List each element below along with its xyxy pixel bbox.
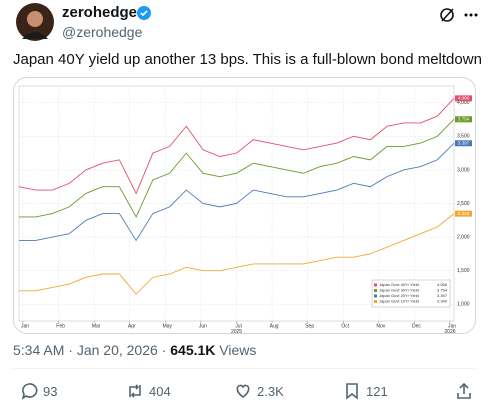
y-tick-label: 2,500 [457,201,470,207]
reply-icon [21,383,38,400]
x-tick-label: Oct [341,323,349,329]
author-name[interactable]: zerohedge [62,4,138,21]
x-tick-label: Sep [305,323,314,329]
legend-swatch [374,300,377,303]
series-line [18,98,455,195]
x-year-label: 2026 [444,329,455,333]
x-tick-label: Dec [412,323,421,329]
avatar[interactable] [16,3,54,41]
author-handle[interactable]: @zerohedge [62,24,143,40]
value-tag [455,116,472,123]
y-tick-label: 4,000 [457,100,470,106]
x-tick-label: Apr [128,323,136,329]
share-button[interactable] [455,382,473,400]
legend-swatch [374,283,377,287]
series-line [19,213,455,295]
x-tick-label: Jan [448,323,456,329]
legend-swatch [374,289,377,292]
tweet-meta: 5:34 AM · Jan 20, 2026 · 645.1K Views [13,342,256,358]
value-tag [455,210,472,217]
series-line [19,118,455,218]
separator: · [68,342,73,358]
reply-button[interactable]: 93 [20,382,57,400]
legend-box [371,279,451,308]
repost-icon [129,384,141,398]
legend-label: Japan Govt 10Yr Yield [379,299,419,304]
repost-button[interactable]: 404 [126,382,171,400]
x-tick-label: Jun [199,323,207,329]
repost-count: 404 [149,383,171,399]
x-tick-label: Nov [376,323,385,329]
separator: · [161,342,167,358]
reply-count: 93 [43,383,58,399]
value-label: 2.349 [458,211,470,216]
views-count: 645.1K [170,342,216,358]
y-tick-label: 3,500 [457,134,470,140]
legend-label: Japan Govt 40Yr Yield [379,282,419,287]
legend-value: 4.066 [437,282,448,287]
like-count: 2.3K [257,383,284,399]
date: Jan 20, 2026 [76,342,158,358]
x-tick-label: May [163,323,173,329]
x-tick-label: Jul [235,323,241,329]
legend-label: Japan Govt 20Yr Yield [379,293,419,298]
value-label: 3.754 [458,116,470,121]
bookmark-button[interactable]: 121 [343,382,388,400]
y-tick-label: 1,500 [457,268,470,274]
x-tick-label: Jan [21,323,29,329]
legend-value: 2.349 [437,299,448,304]
bookmark-icon [346,383,358,400]
legend-swatch [374,294,377,298]
bookmark-count: 121 [366,383,388,399]
y-tick-label: 2,000 [457,234,470,240]
legend-value: 3.397 [437,293,448,298]
like-icon [236,384,250,398]
legend-label: Japan Govt 30Yr Yield [379,288,419,293]
like-button[interactable]: 2.3K [234,382,284,400]
value-tag [455,95,472,102]
x-tick-label: Mar [92,323,101,329]
top-icons[interactable] [438,6,482,24]
x-tick-label: Aug [270,323,279,329]
series-line [19,142,455,242]
legend-value: 3.754 [437,288,448,293]
value-label: 4.066 [458,96,470,101]
x-tick-label: Feb [56,323,65,329]
x-year-label: 2025 [231,329,242,333]
time: 5:34 AM [13,342,65,358]
y-tick-label: 1,000 [457,302,470,308]
views-label: Views [219,342,257,358]
value-label: 3.397 [458,140,470,145]
y-tick-label: 3,000 [457,167,470,173]
value-tag [455,140,472,147]
tweet-text: Japan 40Y yield up another 13 bps. This … [13,51,482,68]
media-card[interactable]: Jan Feb Mar Apr May Jun Jul 2025 Aug Sep Oct Nov Dec… [13,77,476,334]
verified-badge [137,6,151,20]
divider [13,368,475,369]
